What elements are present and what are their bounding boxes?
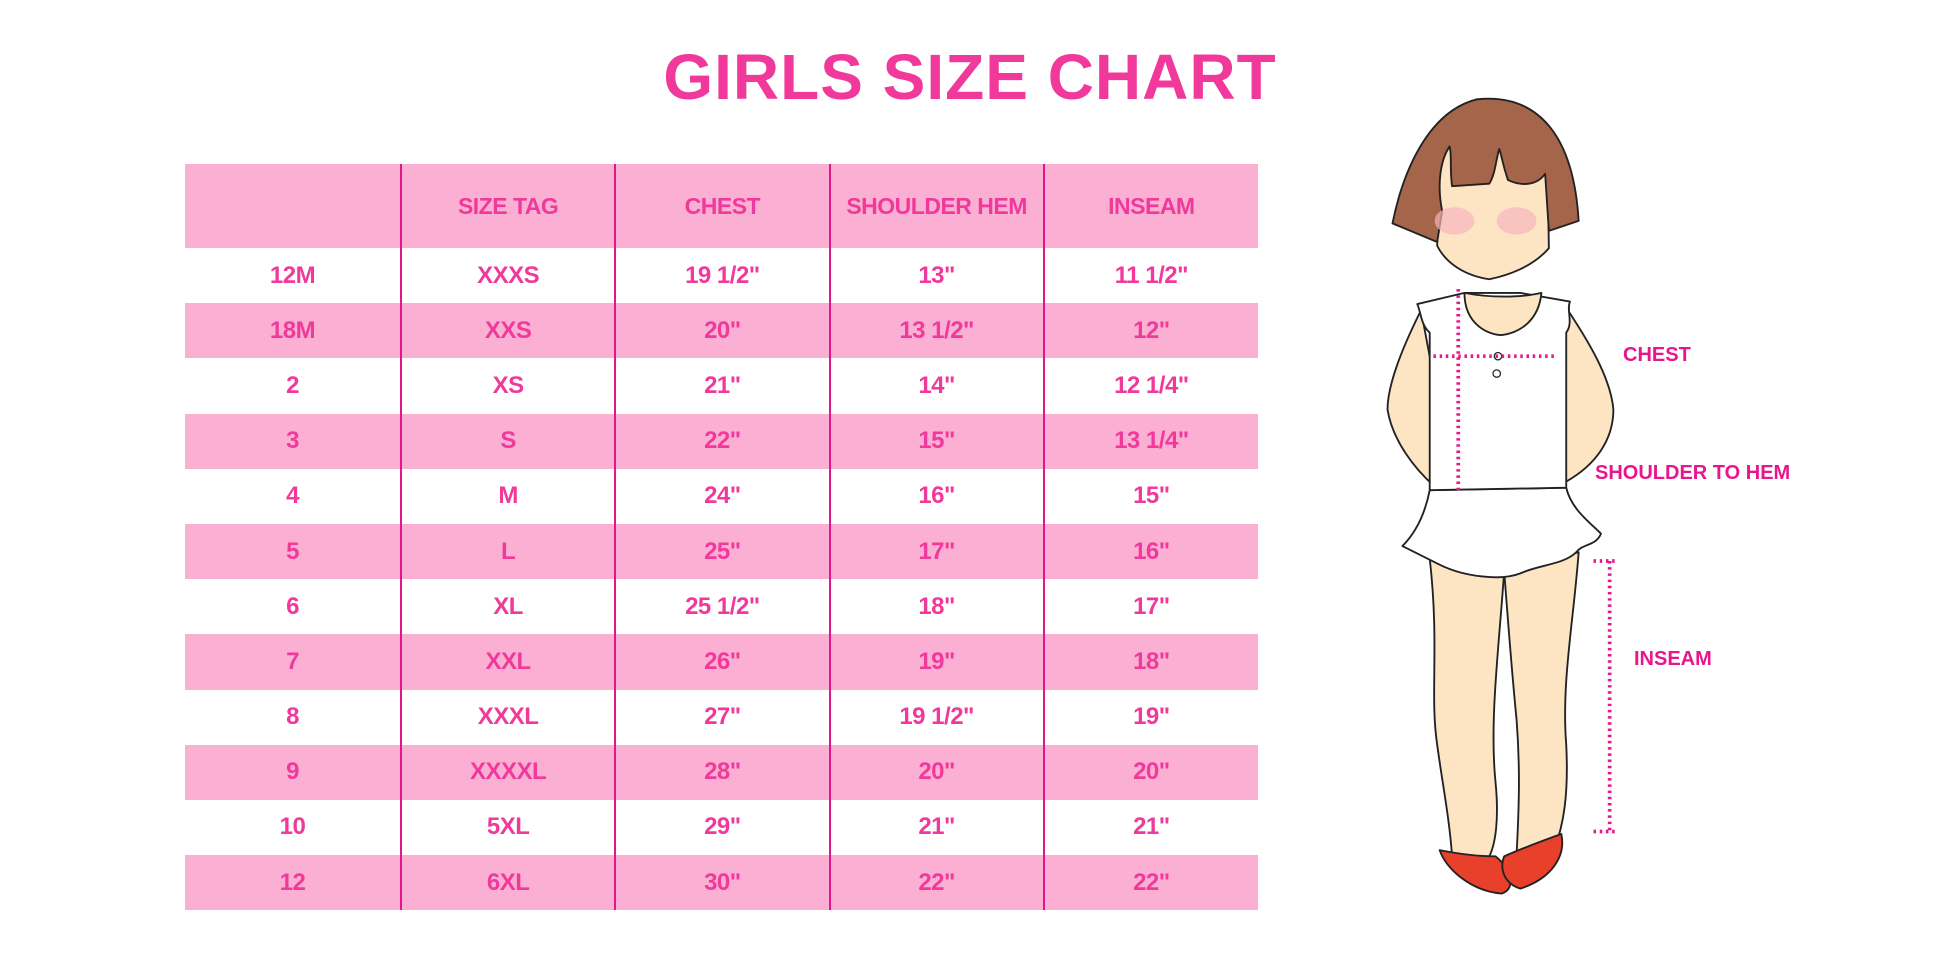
cell-chest: 28" <box>614 744 830 800</box>
header-chest: CHEST <box>614 164 830 248</box>
shirt <box>1416 291 1571 492</box>
header-size-tag: SIZE TAG <box>399 164 616 248</box>
table-header-row: SIZE TAG CHEST SHOULDER HEM INSEAM <box>185 164 1258 248</box>
cell-shoulder-hem: 19" <box>828 634 1044 690</box>
cell-size: 5 <box>286 537 299 565</box>
cell-inseam: 13 1/4" <box>1042 413 1258 469</box>
table-row: 7 XXL 26" 19" 18" <box>185 634 1258 690</box>
right-shoe <box>1501 833 1564 890</box>
cell-chest: 19 1/2" <box>614 248 830 304</box>
cell-chest: 22" <box>614 413 830 469</box>
cell-inseam: 12" <box>1042 303 1258 359</box>
cell-inseam: 16" <box>1042 523 1258 580</box>
cell-chest: 25" <box>614 523 830 580</box>
cell-inseam: 12 1/4" <box>1042 358 1258 414</box>
left-leg <box>1428 557 1506 858</box>
cell-size: 4 <box>286 482 299 510</box>
inseam-label: INSEAM <box>1634 648 1712 670</box>
table-row: 18M XXS 20" 13 1/2" 12" <box>185 303 1258 359</box>
neckline <box>1463 291 1543 337</box>
cell-inseam: 21" <box>1042 799 1258 856</box>
cell-size-tag: XXL <box>399 634 616 690</box>
cell-size: 12M <box>269 261 316 289</box>
cell-shoulder-hem: 13" <box>828 248 1044 304</box>
cell-inseam: 11 1/2" <box>1042 248 1258 304</box>
table-row: 2 XS 21" 14" 12 1/4" <box>185 358 1258 414</box>
cell-shoulder-hem: 15" <box>828 413 1044 469</box>
cell-size: 10 <box>279 813 306 841</box>
cell-shoulder-hem: 19 1/2" <box>828 689 1044 745</box>
table-row: 12M XXXS 19 1/2" 13" 11 1/2" <box>185 248 1258 304</box>
cell-size-tag: XXXXL <box>399 744 616 800</box>
table-row: 3 S 22" 15" 13 1/4" <box>185 413 1258 469</box>
button-1 <box>1493 351 1503 361</box>
cell-inseam: 17" <box>1042 579 1258 635</box>
size-chart-table: SIZE TAG CHEST SHOULDER HEM INSEAM 12M XX… <box>185 164 1258 911</box>
cell-size: 3 <box>286 427 299 455</box>
page-title: GIRLS SIZE CHART <box>663 41 1277 113</box>
right-cheek <box>1496 207 1537 235</box>
cell-shoulder-hem: 22" <box>828 855 1044 911</box>
cell-size-tag: XS <box>399 358 616 414</box>
cell-inseam: 22" <box>1042 855 1258 911</box>
cell-size-tag: 5XL <box>399 799 616 856</box>
cell-shoulder-hem: 14" <box>828 358 1044 414</box>
header-shoulder-hem: SHOULDER HEM <box>828 164 1044 248</box>
cell-shoulder-hem: 13 1/2" <box>828 303 1044 359</box>
cell-chest: 21" <box>614 358 830 414</box>
table-row: 6 XL 25 1/2" 18" 17" <box>185 579 1258 635</box>
header-size <box>185 164 401 248</box>
shoulder-to-hem-label: SHOULDER TO HEM <box>1595 462 1791 484</box>
cell-chest: 27" <box>614 689 830 745</box>
right-arm <box>1560 306 1615 483</box>
button-2 <box>1492 369 1502 378</box>
cell-size-tag: L <box>399 523 616 580</box>
cell-inseam: 18" <box>1042 634 1258 690</box>
cell-shoulder-hem: 16" <box>828 468 1044 524</box>
cell-inseam: 19" <box>1042 689 1258 745</box>
cell-size-tag: XXXS <box>399 248 616 304</box>
cell-size-tag: XXS <box>399 303 616 359</box>
hair <box>1391 97 1580 243</box>
cell-size-tag: M <box>399 468 616 524</box>
cell-size: 2 <box>286 371 299 399</box>
chest-label: CHEST <box>1623 344 1691 366</box>
cell-size-tag: XXXL <box>399 689 616 745</box>
header-inseam: INSEAM <box>1042 164 1258 248</box>
table-row: 10 5XL 29" 21" 21" <box>185 799 1258 856</box>
cell-inseam: 20" <box>1042 744 1258 800</box>
cell-size: 18M <box>269 316 316 344</box>
skirt <box>1401 486 1602 579</box>
left-cheek <box>1434 207 1475 235</box>
cell-chest: 30" <box>614 855 830 911</box>
table-row: 4 M 24" 16" 15" <box>185 468 1258 524</box>
cell-chest: 20" <box>614 303 830 359</box>
table-row: 12 6XL 30" 22" 22" <box>185 855 1258 911</box>
cell-size: 6 <box>286 592 299 620</box>
cell-chest: 26" <box>614 634 830 690</box>
cell-shoulder-hem: 17" <box>828 523 1044 580</box>
cell-shoulder-hem: 21" <box>828 799 1044 856</box>
cell-size-tag: XL <box>399 579 616 635</box>
table-row: 5 L 25" 17" 16" <box>185 523 1258 580</box>
table-row: 9 XXXXL 28" 20" 20" <box>185 744 1258 800</box>
cell-size-tag: 6XL <box>399 855 616 911</box>
right-leg <box>1503 551 1580 855</box>
cell-chest: 29" <box>614 799 830 856</box>
cell-chest: 24" <box>614 468 830 524</box>
left-shoe <box>1438 849 1512 895</box>
cell-shoulder-hem: 20" <box>828 744 1044 800</box>
cell-size-tag: S <box>399 413 616 469</box>
cell-chest: 25 1/2" <box>614 579 830 635</box>
cell-inseam: 15" <box>1042 468 1258 524</box>
face <box>1436 141 1550 281</box>
table-row: 8 XXXL 27" 19 1/2" 19" <box>185 689 1258 745</box>
left-arm <box>1386 309 1441 488</box>
cell-size: 8 <box>286 703 299 731</box>
cell-shoulder-hem: 18" <box>828 579 1044 635</box>
cell-size: 9 <box>286 758 299 786</box>
cell-size: 7 <box>286 647 299 675</box>
cell-size: 12 <box>279 868 306 896</box>
